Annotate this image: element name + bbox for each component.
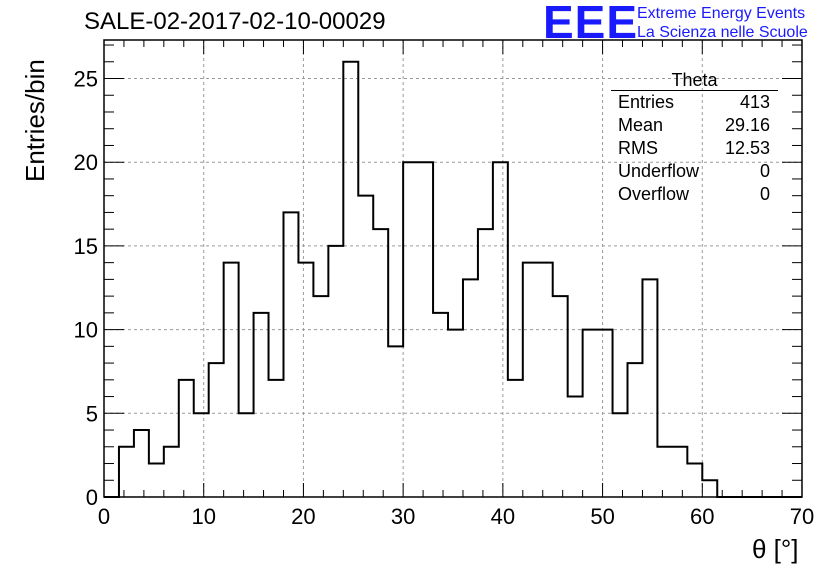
y-tick-label: 0 <box>86 485 98 510</box>
stats-box: Theta Entries 413 Mean 29.16 RMS 12.53 U… <box>611 70 778 206</box>
histogram-bin <box>478 229 493 497</box>
histogram-bin <box>687 464 702 497</box>
histogram-bin <box>373 229 388 497</box>
histogram-bin <box>388 346 403 497</box>
histogram-bin <box>523 263 538 497</box>
histogram-bin <box>403 162 418 497</box>
histogram-bin <box>613 413 628 497</box>
histogram-bin <box>343 62 358 497</box>
histogram-bin <box>672 447 687 497</box>
histogram-bin <box>283 212 298 497</box>
x-tick-label: 50 <box>590 504 614 529</box>
histogram-bin <box>269 380 284 497</box>
stats-row-overflow: Overflow 0 <box>611 183 778 206</box>
x-tick-label: 20 <box>291 504 315 529</box>
stats-row-rms: RMS 12.53 <box>611 137 778 160</box>
histogram-bin <box>433 313 448 497</box>
x-tick-label: 30 <box>391 504 415 529</box>
stats-row-entries: Entries 413 <box>611 91 778 114</box>
histogram-bin <box>358 196 373 497</box>
x-tick-label: 70 <box>790 504 814 529</box>
histogram-bin <box>702 480 717 497</box>
histogram-bin <box>568 397 583 497</box>
stats-row-mean: Mean 29.16 <box>611 114 778 137</box>
y-axis-label: Entries/bin <box>20 59 50 182</box>
histogram-bin <box>642 279 657 497</box>
x-tick-label: 60 <box>690 504 714 529</box>
stats-label: Entries <box>618 92 675 112</box>
histogram-bin <box>508 380 523 497</box>
histogram-bin <box>657 447 672 497</box>
stats-label: Underflow <box>618 161 700 181</box>
stats-value: 29.16 <box>724 115 770 135</box>
histogram-bin <box>418 162 433 497</box>
stats-label: RMS <box>618 138 658 158</box>
histogram-bin <box>224 263 239 497</box>
eee-logo: EEE <box>543 0 639 48</box>
y-tick-label: 25 <box>74 67 98 92</box>
x-tick-label: 40 <box>491 504 515 529</box>
histogram-bin <box>239 413 254 497</box>
y-tick-label: 10 <box>74 318 98 343</box>
histogram-bin <box>598 330 613 497</box>
stats-value: 413 <box>739 92 770 112</box>
stats-label: Mean <box>618 115 664 135</box>
stats-value: 12.53 <box>724 138 770 158</box>
logo-caption-line1: Extreme Energy Events <box>637 5 806 22</box>
y-tick-label: 5 <box>86 401 98 426</box>
histogram-bin <box>164 447 179 497</box>
histogram-bin <box>119 447 134 497</box>
histogram-bin <box>583 330 598 497</box>
logo-caption-line2: La Scienza nelle Scuole <box>637 24 808 41</box>
stats-title: Theta <box>611 70 778 91</box>
histogram-bin <box>538 263 553 497</box>
histogram-bin <box>134 430 149 497</box>
x-tick-label: 0 <box>98 504 110 529</box>
histogram-bin <box>179 380 194 497</box>
plot-frame <box>103 39 803 498</box>
histogram-bin <box>493 162 508 497</box>
stats-row-underflow: Underflow 0 <box>611 160 778 183</box>
histogram-bin <box>448 330 463 497</box>
histogram-bin <box>149 464 164 497</box>
histogram-bin <box>553 296 568 497</box>
histogram-bin <box>628 363 643 497</box>
x-tick-label: 10 <box>191 504 215 529</box>
stats-value: 0 <box>759 184 770 204</box>
histogram-bin <box>313 296 328 497</box>
histogram-bin <box>209 363 224 497</box>
y-tick-label: 20 <box>74 150 98 175</box>
histogram-bin <box>254 313 269 497</box>
histogram-bin <box>194 413 209 497</box>
plot-title: SALE-02-2017-02-10-00029 <box>84 8 386 35</box>
x-axis-label: θ [°] <box>752 534 799 564</box>
stats-value: 0 <box>759 161 770 181</box>
histogram-bin <box>328 246 343 497</box>
logo-caption: Extreme Energy Events La Scienza nelle S… <box>637 4 808 42</box>
stats-label: Overflow <box>618 184 690 204</box>
histogram-bin <box>298 263 313 497</box>
histogram-bin <box>463 279 478 497</box>
y-tick-label: 15 <box>74 234 98 259</box>
histogram-outline <box>104 60 802 498</box>
